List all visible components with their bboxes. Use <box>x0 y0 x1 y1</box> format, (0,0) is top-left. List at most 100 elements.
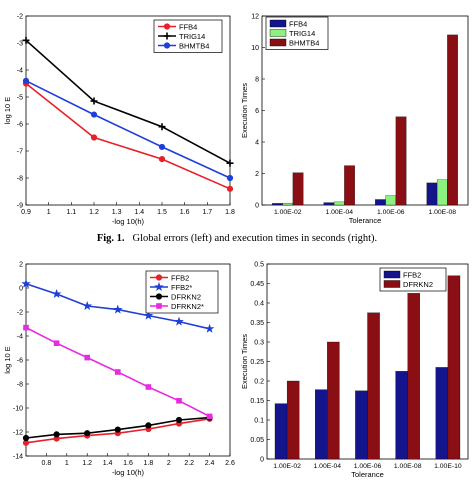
bar-0 <box>274 403 288 460</box>
x-tick-label: 1 <box>65 460 69 467</box>
data-point <box>226 159 234 167</box>
y-tick-label: 2 <box>19 262 23 269</box>
data-point <box>21 278 31 288</box>
legend-label: BHMTB4 <box>289 38 319 47</box>
y-tick-label: 8 <box>255 77 259 84</box>
y-tick-label: -3 <box>17 41 23 48</box>
x-tick-label: 1.00E-10 <box>434 463 462 470</box>
data-point <box>158 156 166 163</box>
x-tick-label: 0.8 <box>42 460 52 467</box>
bar-1 <box>327 341 340 460</box>
x-tick-label: 1.2 <box>89 209 99 216</box>
x-tick-label: 1.8 <box>144 460 154 467</box>
x-tick-label: 1.5 <box>157 209 167 216</box>
y-tick-label: -10 <box>13 406 23 413</box>
x-axis-label: -log 10(h) <box>112 468 145 477</box>
x-tick-label: 1.2 <box>82 460 92 467</box>
data-point <box>114 426 121 433</box>
series-line-1 <box>25 39 231 164</box>
y-tick-label: 0 <box>255 203 259 210</box>
y-tick-label: -4 <box>17 68 23 75</box>
data-point <box>51 289 62 298</box>
x-tick-label: 1.00E-02 <box>273 463 301 470</box>
bar-2 <box>395 116 407 206</box>
y-tick-label: 10 <box>251 45 259 52</box>
bar-0 <box>426 182 438 206</box>
legend-marker <box>163 32 171 40</box>
data-point <box>158 143 166 151</box>
chart-global-errors-fig2: 0.8 1 1.2 1.4 1.6 1.8 2 2.2 2.4 2.6 2 0 -2 -4 -6 -8 -10 -… <box>3 262 235 478</box>
y-tick-label: -14 <box>13 454 23 461</box>
data-point <box>175 416 183 424</box>
series-line-0 <box>25 82 231 190</box>
bar-0 <box>375 199 386 206</box>
x-tick-label: 1.4 <box>103 460 113 467</box>
data-point <box>22 77 30 84</box>
bar-0 <box>315 389 328 460</box>
y-tick-label: 0 <box>19 286 23 293</box>
legend-label: FFB4 <box>289 19 307 28</box>
x-axis-label: Tolerance <box>351 470 384 479</box>
data-point <box>113 304 123 314</box>
y-tick-label: 12 <box>251 14 259 21</box>
x-tick-label: 2 <box>167 460 171 467</box>
data-point <box>53 431 60 438</box>
bar-0 <box>272 203 283 206</box>
legend-swatch <box>383 270 401 279</box>
bar-2 <box>447 34 458 206</box>
series-line-2 <box>25 80 231 179</box>
legend-label: FFB2* <box>171 283 192 292</box>
x-tick-label: 1.4 <box>134 209 144 216</box>
legend-marker <box>155 293 163 300</box>
data-point <box>143 310 154 320</box>
x-tick-label: 1.00E-04 <box>325 209 353 216</box>
bar-0 <box>435 367 449 460</box>
y-tick-label: -9 <box>17 203 23 210</box>
figure-caption-text: Global errors (left) and execution times… <box>132 233 378 244</box>
figure-label: Fig. 1. <box>96 233 125 244</box>
data-point <box>53 340 60 346</box>
bar-1 <box>407 293 420 460</box>
bar-1 <box>367 312 380 460</box>
y-tick-label: 0.5 <box>254 262 264 269</box>
data-point <box>145 384 152 390</box>
x-tick-label: 1.7 <box>202 209 212 216</box>
legend-marker <box>156 303 162 309</box>
y-tick-label: 0.35 <box>250 320 264 327</box>
x-tick-label: 1.3 <box>112 209 122 216</box>
x-tick-label: 1.8 <box>225 209 235 216</box>
y-tick-label: 0.45 <box>250 281 264 288</box>
x-tick-label: 1.00E-02 <box>274 209 302 216</box>
legend-marker <box>155 274 163 281</box>
legend-marker <box>163 23 171 30</box>
data-point <box>204 323 215 333</box>
data-point <box>206 413 213 420</box>
chart-execution-times-fig1: 0 2 4 6 8 10 12 1.00E-02 1.00E-04 1.00E-06 1.00E-0… <box>240 14 469 225</box>
chart-execution-times-fig2: 0 0.05 0.1 0.15 0.2 0.25 0.3 0.35 0.4 0.45 0.5 1.00… <box>240 262 469 479</box>
figure-caption: Fig. 1. Global errors (left) and executio… <box>0 233 474 244</box>
y-tick-label: 0.3 <box>254 340 264 347</box>
legend-marker <box>163 42 171 49</box>
y-tick-label: -12 <box>13 430 23 437</box>
x-tick-label: 1.00E-06 <box>377 209 405 216</box>
bar-2 <box>344 165 355 206</box>
x-tick-label: 1.00E-06 <box>354 463 382 470</box>
y-tick-label: 0.25 <box>250 359 264 366</box>
bar-0 <box>323 202 335 206</box>
data-point <box>226 174 234 182</box>
y-axis-label: Execution Times <box>240 334 249 389</box>
y-tick-label: -5 <box>17 95 23 102</box>
bar-1 <box>282 202 294 206</box>
legend-marker <box>154 282 164 291</box>
data-point <box>145 422 152 429</box>
x-axis-label: -log 10(h) <box>112 217 145 226</box>
data-point <box>174 316 184 326</box>
y-tick-label: 2 <box>255 171 259 178</box>
x-tick-label: 1.00E-04 <box>314 463 342 470</box>
legend-label: FFB4 <box>179 22 197 31</box>
x-tick-label: 1.00E-08 <box>394 463 422 470</box>
y-axis-label: Execution Times <box>240 83 249 138</box>
bar-0 <box>355 390 368 460</box>
legend-label: BHMTB4 <box>179 41 209 50</box>
y-tick-label: 0.15 <box>250 398 264 405</box>
